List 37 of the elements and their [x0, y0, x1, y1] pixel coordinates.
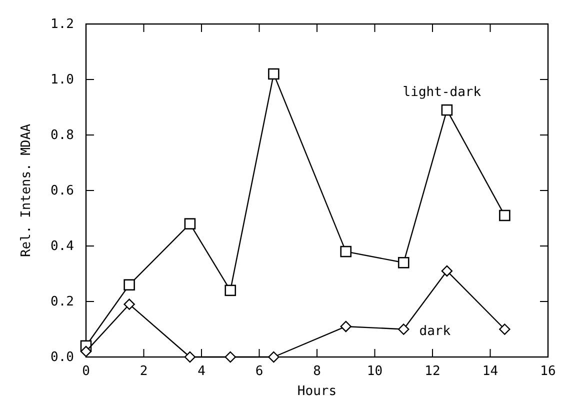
x-tick-label: 6	[255, 364, 264, 379]
point	[268, 68, 280, 80]
x-tick-label: 12	[424, 364, 440, 379]
x-axis-title: Hours	[297, 384, 337, 399]
y-tick-label: 0.0	[50, 350, 74, 365]
point	[398, 257, 410, 268]
y-tick-label: 1.2	[50, 17, 74, 32]
x-tick-label: 2	[140, 364, 148, 379]
y-tick-label: 0.6	[50, 184, 74, 198]
x-tick-label: 0	[82, 364, 90, 379]
point	[224, 351, 236, 363]
point	[499, 324, 510, 335]
point	[124, 279, 135, 290]
point	[499, 210, 510, 222]
point	[441, 265, 453, 277]
y-tick-label: 1.0	[50, 72, 74, 88]
y-tick-label: 0.8	[50, 128, 74, 143]
y-tick-label: 0.2	[50, 294, 74, 310]
point	[441, 104, 453, 116]
series-label: dark	[419, 324, 451, 339]
y-tick-label: 0.4	[50, 239, 74, 254]
point	[340, 320, 352, 332]
point	[268, 351, 280, 363]
point	[80, 346, 92, 358]
point	[124, 298, 135, 310]
x-tick-label: 16	[540, 364, 556, 379]
point	[224, 284, 236, 296]
point	[398, 324, 410, 335]
y-axis-title: Rel. Intens. MDAA	[19, 124, 34, 258]
series-label: light-dark	[402, 85, 482, 100]
x-tick-label: 8	[313, 364, 321, 379]
point	[184, 218, 196, 230]
point	[184, 351, 196, 363]
x-tick-label: 14	[482, 364, 498, 379]
point	[340, 246, 352, 258]
x-tick-label: 10	[366, 364, 383, 379]
x-tick-label: 4	[198, 364, 206, 379]
